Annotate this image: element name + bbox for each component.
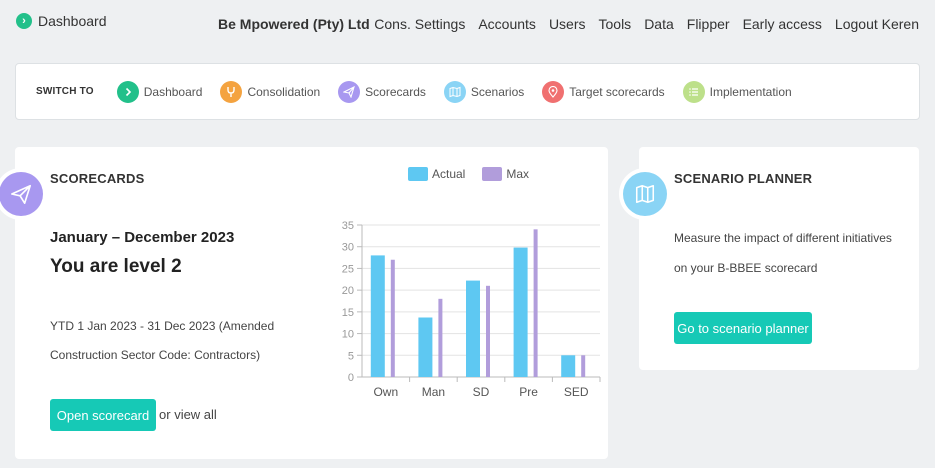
legend-swatch-max[interactable]	[482, 167, 503, 181]
y-tick-label: 15	[342, 307, 354, 319]
list-icon	[682, 80, 705, 103]
dashboard-link-label: Dashboard	[38, 13, 107, 29]
switch-item-implementation[interactable]: Implementation	[682, 80, 792, 103]
bar-max-man	[438, 298, 443, 377]
top-navigation: › Dashboard Be Mpowered (Pty) Ltd Cons. …	[0, 0, 935, 48]
company-name: Be Mpowered (Pty) Ltd	[218, 16, 370, 32]
x-tick-label: SED	[564, 385, 589, 399]
legend-label-actual: Actual	[432, 167, 466, 181]
legend-label-max: Max	[506, 167, 530, 181]
legend-swatch-actual[interactable]	[408, 167, 428, 181]
nav-links: Cons. Settings Accounts Users Tools Data…	[361, 16, 919, 32]
switch-bar: SWITCH TO Dashboard Consolidation Scorec…	[15, 63, 920, 120]
bar-max-sed	[581, 355, 586, 377]
y-tick-label: 35	[342, 220, 354, 232]
nav-link-early-access[interactable]: Early access	[742, 16, 822, 32]
switch-item-scenarios[interactable]: Scenarios	[443, 80, 525, 103]
merge-icon	[220, 80, 243, 103]
location-pin-icon	[542, 80, 565, 103]
scorecard-ytd-description: YTD 1 Jan 2023 - 31 Dec 2023 (Amended Co…	[50, 319, 275, 362]
switch-item-consolidation[interactable]: Consolidation	[220, 80, 321, 103]
go-to-scenario-planner-button[interactable]: Go to scenario planner	[674, 312, 812, 344]
switch-item-label: Scenarios	[470, 84, 525, 99]
y-tick-label: 10	[342, 329, 354, 341]
y-tick-label: 5	[348, 350, 354, 362]
switch-item-dashboard[interactable]: Dashboard	[116, 80, 203, 103]
open-scorecard-button[interactable]: Open scorecard	[50, 399, 156, 431]
bar-actual-sd	[466, 280, 480, 377]
paper-plane-icon	[338, 80, 361, 103]
nav-link-flipper[interactable]: Flipper	[686, 16, 730, 32]
view-all-text: or view all	[159, 407, 217, 422]
y-tick-label: 0	[348, 372, 354, 384]
map-icon	[623, 172, 667, 216]
scenario-planner-title: SCENARIO PLANNER	[674, 171, 813, 186]
y-tick-label: 30	[342, 242, 354, 254]
switch-item-target-scorecards[interactable]: Target scorecards	[542, 80, 665, 103]
scorecard-level: You are level 2	[50, 256, 182, 277]
map-icon	[443, 80, 466, 103]
bar-actual-sed	[561, 355, 576, 377]
nav-link-data[interactable]: Data	[644, 16, 674, 32]
scorecard-period: January – December 2023	[50, 229, 235, 246]
chevron-right-icon	[116, 80, 139, 103]
x-tick-label: Own	[373, 385, 398, 399]
switch-item-label: Consolidation	[247, 84, 321, 99]
scenario-planner-card: SCENARIO PLANNER Measure the impact of d…	[623, 147, 919, 370]
switch-item-label: Target scorecards	[569, 84, 665, 99]
scorecard-bar-chart: 0 5 10 15 20 25 30 35 Own Man SD Pre SED	[342, 220, 601, 399]
switch-item-label: Scorecards	[365, 84, 426, 99]
y-tick-label: 25	[342, 263, 354, 275]
x-tick-label: Pre	[519, 385, 538, 399]
dashboard-link[interactable]: › Dashboard	[16, 13, 107, 29]
or-text: or	[159, 407, 171, 422]
chevron-right-icon: ›	[16, 13, 32, 29]
nav-link-logout[interactable]: Logout Keren	[834, 16, 919, 32]
switch-item-label: Dashboard	[143, 84, 203, 99]
scorecards-title: SCORECARDS	[50, 171, 145, 186]
chart-legend: Actual Max	[408, 167, 546, 181]
bar-actual-own	[370, 255, 385, 377]
nav-link-users[interactable]: Users	[548, 16, 586, 32]
switch-item-label: Implementation	[709, 84, 792, 99]
view-all-link[interactable]: view all	[174, 407, 217, 422]
x-tick-label: SD	[473, 385, 490, 399]
bar-max-sd	[486, 285, 490, 377]
switch-to-title: SWITCH TO	[36, 86, 94, 97]
paper-plane-icon	[0, 172, 43, 216]
bar-actual-pre	[513, 247, 528, 377]
switch-item-scorecards[interactable]: Scorecards	[338, 80, 426, 103]
nav-link-cons-settings[interactable]: Cons. Settings	[374, 16, 466, 32]
bar-max-pre	[533, 229, 538, 377]
nav-link-accounts[interactable]: Accounts	[478, 16, 536, 32]
bar-max-own	[390, 259, 395, 377]
y-tick-label: 20	[342, 285, 354, 297]
scenario-planner-description: Measure the impact of different initiati…	[674, 231, 892, 275]
x-tick-label: Man	[422, 385, 445, 399]
nav-link-tools[interactable]: Tools	[598, 16, 632, 32]
bar-actual-man	[418, 317, 433, 377]
scorecards-card: SCORECARDS January – December 2023 You a…	[0, 147, 608, 459]
